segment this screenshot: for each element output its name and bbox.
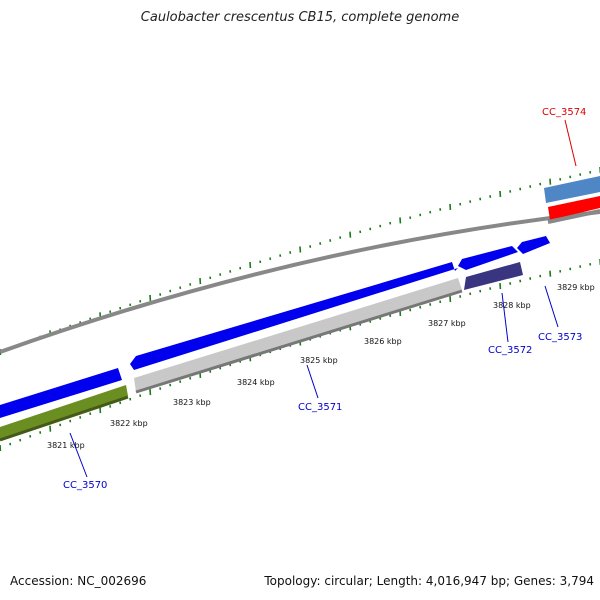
gene-label-cc3571[interactable]: CC_3571 (298, 402, 342, 413)
scale-label: 3821 kbp (47, 441, 85, 450)
gene-forward-4[interactable] (517, 236, 550, 254)
gene-light-blue[interactable] (544, 176, 600, 203)
gene-label-cc3574[interactable]: CC_3574 (542, 107, 586, 118)
backbone-outer-line (0, 210, 600, 354)
gene-label-cc3573[interactable]: CC_3573 (538, 332, 582, 343)
gene-label-cc3570[interactable]: CC_3570 (63, 480, 107, 491)
leader-line-cc3573 (544, 285, 559, 328)
leader-line-cc3572 (501, 292, 509, 343)
scale-label: 3823 kbp (173, 398, 211, 407)
leader-line-cc3571 (306, 364, 319, 399)
scale-label: 3829 kbp (557, 283, 595, 292)
scale-label: 3824 kbp (237, 378, 275, 387)
leader-line-cc3574 (564, 119, 577, 167)
gene-green[interactable] (0, 385, 128, 440)
gene-forward-2[interactable] (130, 262, 458, 370)
scale-label: 3827 kbp (428, 319, 466, 328)
genome-summary-text: Topology: circular; Length: 4,016,947 bp… (264, 574, 594, 588)
accession-text: Accession: NC_002696 (10, 574, 147, 588)
scale-label: 3822 kbp (110, 419, 148, 428)
scale-label: 3826 kbp (364, 337, 402, 346)
gene-red[interactable] (548, 196, 600, 220)
page-title: Caulobacter crescentus CB15, complete ge… (140, 10, 460, 25)
scale-label: 3828 kbp (493, 301, 531, 310)
gene-reverse-gray[interactable] (134, 278, 462, 392)
gene-forward-1[interactable] (0, 368, 122, 418)
gene-forward-3[interactable] (458, 246, 518, 270)
gene-navy[interactable] (464, 262, 523, 290)
scale-labels: 3821 kbp 3822 kbp 3823 kbp 3824 kbp 3825… (47, 283, 595, 450)
green-gene-shadow (0, 395, 129, 442)
leader-line-cc3570 (69, 432, 88, 478)
scale-label: 3825 kbp (300, 356, 338, 365)
gene-label-cc3572[interactable]: CC_3572 (488, 345, 532, 356)
backbone-right-segment (547, 209, 600, 224)
gray-gene-shadow (135, 289, 463, 394)
